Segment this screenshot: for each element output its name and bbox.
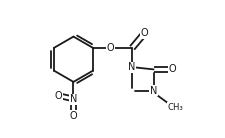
Text: O: O — [70, 111, 77, 121]
Text: O: O — [169, 64, 176, 74]
Text: O: O — [55, 91, 63, 101]
Text: N: N — [150, 86, 157, 96]
Text: N: N — [70, 94, 77, 104]
Text: CH₃: CH₃ — [167, 103, 183, 112]
Text: O: O — [141, 28, 148, 38]
Text: N: N — [128, 62, 136, 72]
Text: O: O — [107, 43, 115, 53]
